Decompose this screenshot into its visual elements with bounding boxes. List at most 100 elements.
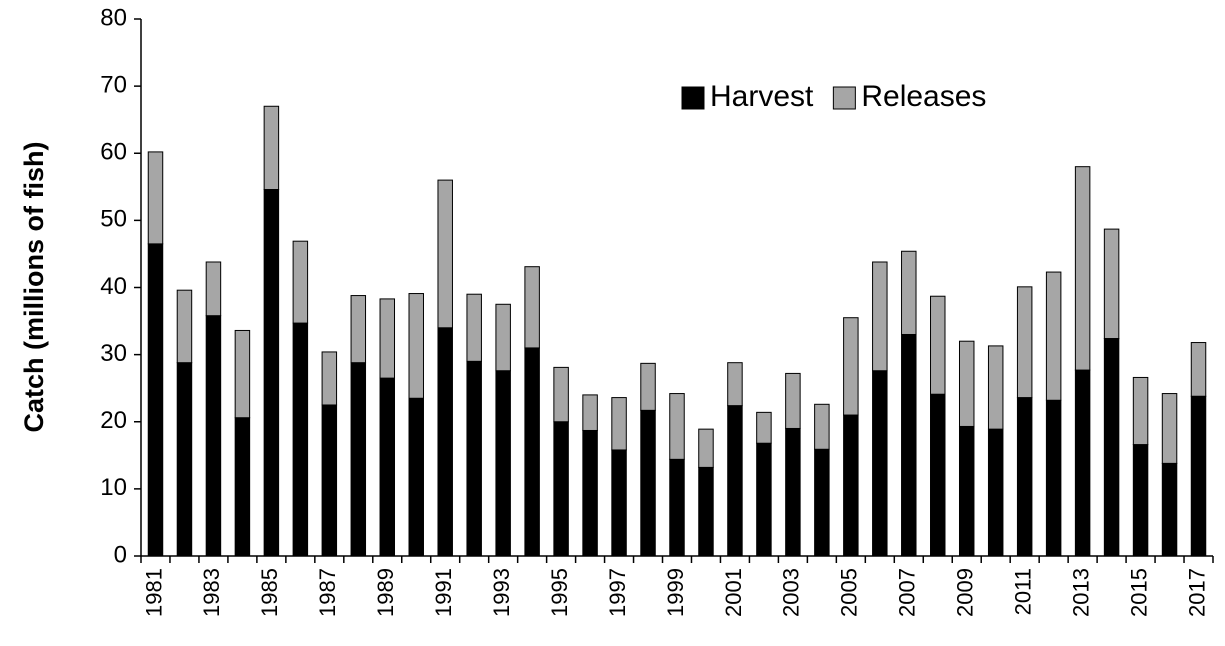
x-tick-label: 1981 [141,568,166,617]
x-tick-label: 1999 [663,568,688,617]
bar-segment [1161,462,1178,557]
bar-segment [263,105,280,190]
x-tick-label: 2013 [1068,568,1093,617]
bar-segment [901,250,917,335]
bar-segment [640,362,656,411]
bar-segment [176,362,193,557]
bar-segment [1074,369,1091,557]
x-tick-label: 2015 [1126,568,1151,617]
bar-segment [901,333,917,557]
bar-segment [756,442,772,557]
bar-segment [292,240,309,324]
legend-label: Releases [861,80,986,113]
bar-segment [727,362,743,407]
y-tick-label: 80 [100,4,127,31]
bar-segment [582,394,598,431]
y-tick-label: 60 [100,139,127,166]
bar-segment [408,397,424,557]
bar-segment [524,347,540,557]
bar-segment [843,414,859,557]
bar-segment [1016,286,1033,399]
bar-segment [814,448,830,557]
y-tick-label: 50 [100,206,127,233]
x-tick-label: 1993 [489,568,514,617]
legend-swatch [832,86,856,110]
bar-segment [553,421,569,557]
bar-segment [958,425,975,557]
x-tick-label: 2009 [953,568,978,617]
bar-segment [205,261,222,317]
y-tick-label: 0 [114,541,127,568]
bar-segment [466,360,482,557]
bar-segment [872,370,888,557]
y-tick-label: 70 [100,71,127,98]
bar-segment [727,405,743,557]
bar-segment [147,243,164,557]
bar-segment [1190,342,1207,397]
bar-segment [698,466,714,557]
bar-segment [466,293,482,362]
bar-segment [756,411,772,444]
bar-segment [582,429,598,557]
bar-segment [1103,338,1120,557]
bar-segment [350,362,367,557]
y-axis-title: Catch (millions of fish) [19,141,49,432]
bar-segment [379,377,396,557]
x-tick-label: 2005 [837,568,862,617]
x-tick-label: 1997 [605,568,630,617]
x-tick-label: 2003 [779,568,804,617]
bar-segment [408,293,424,399]
bar-segment [263,188,280,557]
bar-segment [321,404,338,557]
bar-segment [698,428,714,468]
x-tick-label: 2017 [1184,568,1209,617]
bar-segment [437,179,453,329]
bar-segment [1190,395,1207,557]
bar-segment [553,366,569,423]
legend-label: Harvest [710,80,814,113]
bar-segment [1045,399,1062,557]
x-tick-label: 1987 [315,568,340,617]
y-tick-label: 20 [100,407,127,434]
bar-segment [930,295,946,395]
bar-segment [176,289,193,364]
bar-segment [321,351,338,406]
bar-segment [987,345,1004,430]
bar-segment [640,409,656,557]
bar-segment [1132,444,1149,557]
bar-segment [785,372,801,429]
x-tick-label: 2011 [1010,568,1035,615]
x-tick-label: 2001 [721,568,746,617]
bar-segment [524,266,540,349]
bar-segment [437,327,453,557]
legend-swatch [681,86,705,110]
bar-segment [234,329,251,419]
bar-segment [379,298,396,379]
y-tick-label: 30 [100,340,127,367]
bar-segment [843,317,859,416]
x-tick-label: 1989 [373,568,398,617]
y-tick-label: 10 [100,474,127,501]
bar-segment [205,315,222,557]
x-tick-label: 2007 [895,568,920,617]
bar-segment [958,340,975,427]
bar-segment [611,397,627,451]
x-tick-label: 1991 [431,568,456,617]
bar-segment [814,403,830,450]
bar-segment [1161,393,1178,464]
bar-segment [930,393,946,557]
bar-segment [350,295,367,364]
bar-segment [495,303,511,372]
bar-segment [669,393,685,460]
x-tick-label: 1985 [257,568,282,617]
bar-segment [1045,271,1062,401]
bar-segment [1132,376,1149,446]
bar-segment [987,428,1004,557]
x-tick-label: 1983 [199,568,224,617]
bar-segment [292,322,309,557]
x-tick-label: 1995 [547,568,572,617]
bar-segment [1074,166,1091,371]
bar-segment [234,417,251,557]
bar-segment [872,261,888,372]
